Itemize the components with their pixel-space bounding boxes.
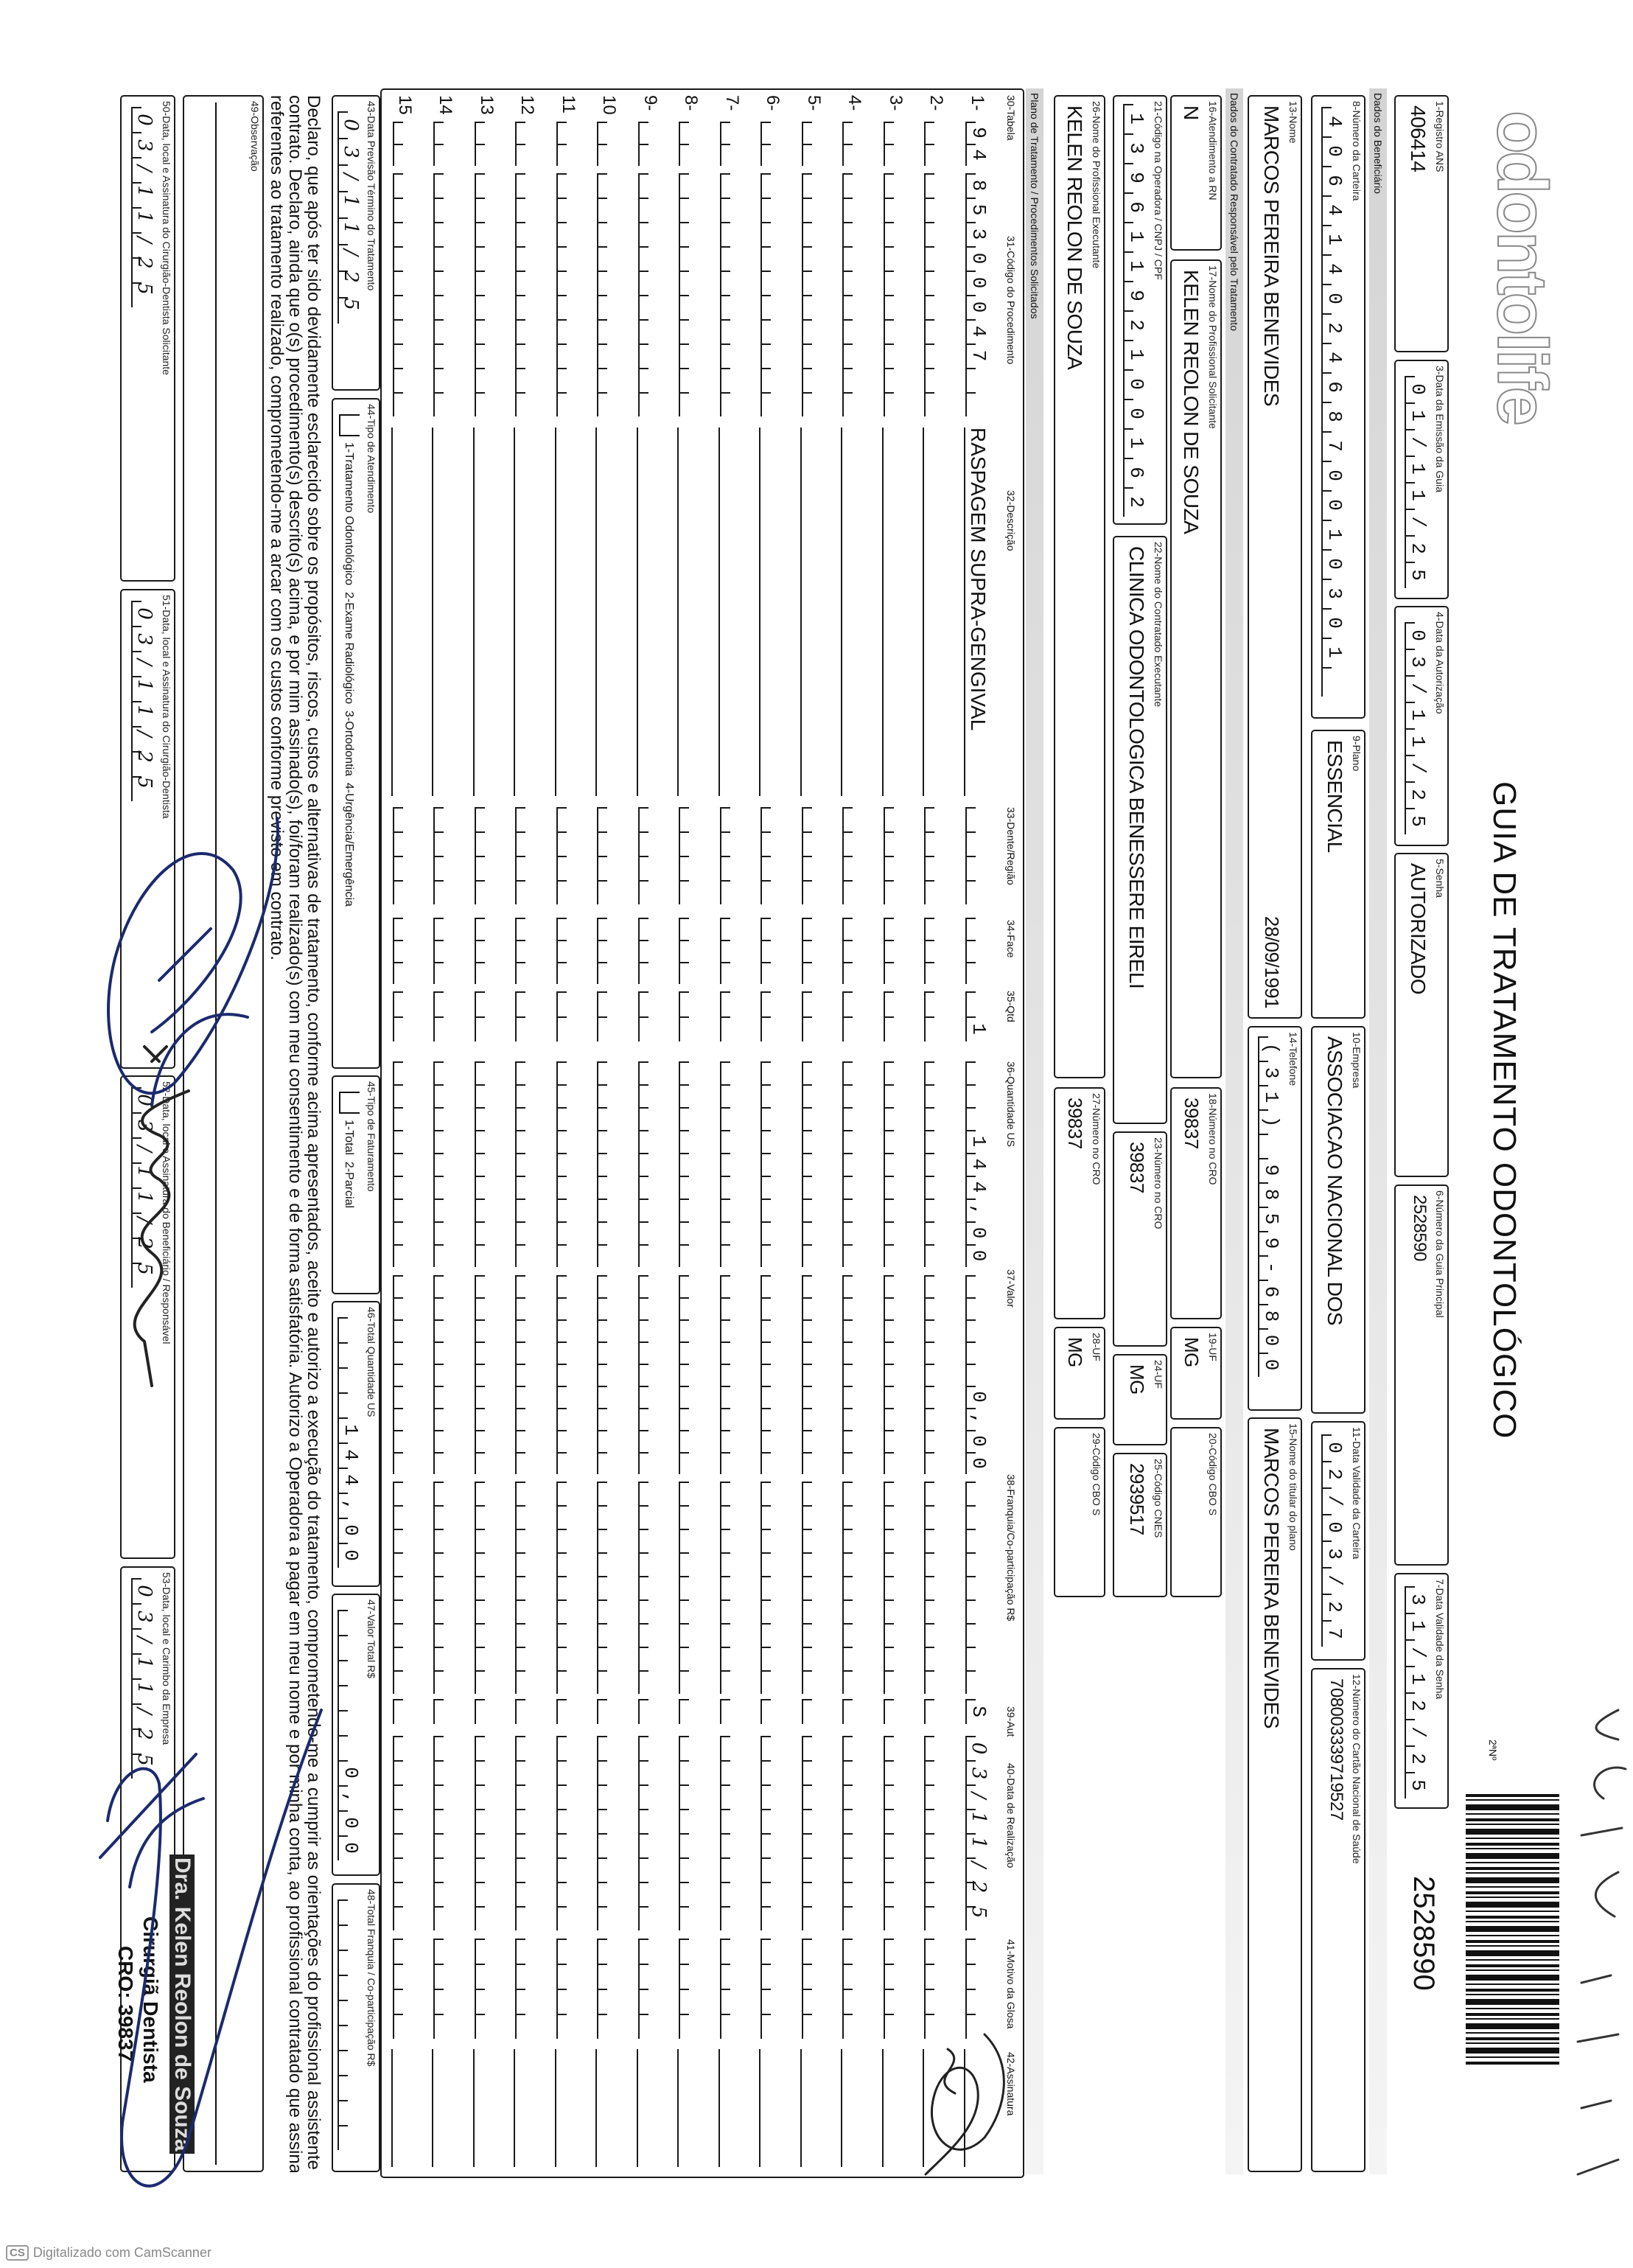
camscanner-logo-icon: CS — [6, 2245, 29, 2261]
signature-procedure-row — [924, 2033, 1005, 2176]
signature-stamp — [99, 1709, 323, 2188]
scanner-credit-text: Digitalizado com CamScanner — [32, 2245, 211, 2260]
handwritten-note-top — [1576, 1709, 1627, 2176]
scanner-credit: CS Digitalizado com CamScanner — [6, 2245, 211, 2261]
signature-dentist — [107, 817, 279, 1107]
signature-beneficiary — [133, 1045, 190, 1387]
